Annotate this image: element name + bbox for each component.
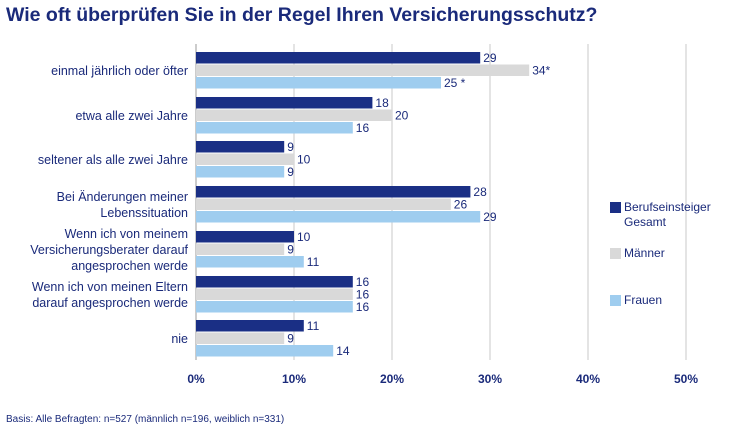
data-label: 9 xyxy=(287,332,294,346)
data-label: 16 xyxy=(356,288,370,302)
bar xyxy=(196,109,392,121)
data-label: 16 xyxy=(356,275,370,289)
category-label: seltener als alle zwei Jahre xyxy=(38,153,188,167)
chart-title: Wie oft überprüfen Sie in der Regel Ihre… xyxy=(6,4,598,26)
legend: Berufseinsteiger Gesamt Männer Frauen xyxy=(610,0,735,320)
bar xyxy=(196,198,451,210)
category-label-line: Wenn ich von meinen Eltern xyxy=(32,280,188,294)
category-label-line: nie xyxy=(171,332,188,346)
category-label-line: einmal jährlich oder öfter xyxy=(51,64,188,78)
data-label: 34* xyxy=(532,64,550,78)
bar xyxy=(196,320,304,332)
x-tick-label: 20% xyxy=(380,372,404,386)
data-label: 28 xyxy=(473,185,487,199)
bar xyxy=(196,211,481,223)
legend-swatch-maenner xyxy=(610,248,621,259)
bar xyxy=(196,186,471,198)
bar xyxy=(196,243,285,255)
x-tick-label: 30% xyxy=(478,372,502,386)
category-label: Bei Änderungen meiner Lebenssituation xyxy=(57,190,188,220)
x-tick-label: 40% xyxy=(576,372,600,386)
data-label: 29 xyxy=(483,51,497,65)
data-label: 9 xyxy=(287,243,294,257)
legend-label-frauen: Frauen xyxy=(624,293,663,307)
footnote: Basis: Alle Befragten: n=527 (männlich n… xyxy=(6,414,285,425)
data-label: 9 xyxy=(287,140,294,154)
data-label: 25 * xyxy=(444,76,466,90)
x-tick-label: 50% xyxy=(674,372,698,386)
category-label-line: darauf angesprochen werde xyxy=(32,296,188,310)
category-label: etwa alle zwei Jahre xyxy=(75,109,188,123)
category-label: einmal jährlich oder öfter xyxy=(51,64,188,78)
data-label: 16 xyxy=(356,300,370,314)
category-label-line: angesprochen werde xyxy=(71,259,188,273)
category-label: nie xyxy=(171,332,188,346)
category-label-line: etwa alle zwei Jahre xyxy=(75,109,188,123)
data-label: 11 xyxy=(307,319,320,333)
data-label: 16 xyxy=(356,121,370,135)
data-label: 10 xyxy=(297,153,311,167)
category-label-line: Versicherungsberater darauf xyxy=(30,243,188,257)
bar xyxy=(196,153,294,165)
data-label: 26 xyxy=(454,198,468,212)
data-label: 29 xyxy=(483,210,497,224)
bar xyxy=(196,231,294,243)
bar xyxy=(196,332,285,344)
bar xyxy=(196,141,285,153)
bar xyxy=(196,256,304,268)
legend-swatch-frauen xyxy=(610,295,621,306)
bar xyxy=(196,52,481,64)
bar xyxy=(196,301,353,313)
data-label: 18 xyxy=(375,96,389,110)
bar xyxy=(196,288,353,300)
category-label: Wenn ich von meinem Versicherungsberater … xyxy=(30,227,188,273)
data-label: 20 xyxy=(395,109,409,123)
category-label: Wenn ich von meinen Eltern darauf angespr… xyxy=(32,280,188,310)
x-tick-label: 10% xyxy=(282,372,306,386)
bar xyxy=(196,345,334,357)
category-label-line: Wenn ich von meinem xyxy=(65,227,188,241)
bar xyxy=(196,276,353,288)
x-tick-label: 0% xyxy=(187,372,205,386)
data-label: 14 xyxy=(336,344,350,358)
bar xyxy=(196,97,373,109)
bar xyxy=(196,166,285,178)
category-label-line: Lebenssituation xyxy=(100,206,188,220)
bar xyxy=(196,122,353,134)
data-label: 11 xyxy=(307,255,320,269)
legend-label-gesamt: Berufseinsteiger Gesamt xyxy=(624,200,711,229)
data-label: 10 xyxy=(297,230,311,244)
category-label-line: seltener als alle zwei Jahre xyxy=(38,153,188,167)
category-label-line: Bei Änderungen meiner xyxy=(57,190,188,204)
bar xyxy=(196,64,530,76)
bar xyxy=(196,77,441,89)
legend-swatch-gesamt xyxy=(610,202,621,213)
legend-label-maenner: Männer xyxy=(624,246,665,260)
data-label: 9 xyxy=(287,165,294,179)
